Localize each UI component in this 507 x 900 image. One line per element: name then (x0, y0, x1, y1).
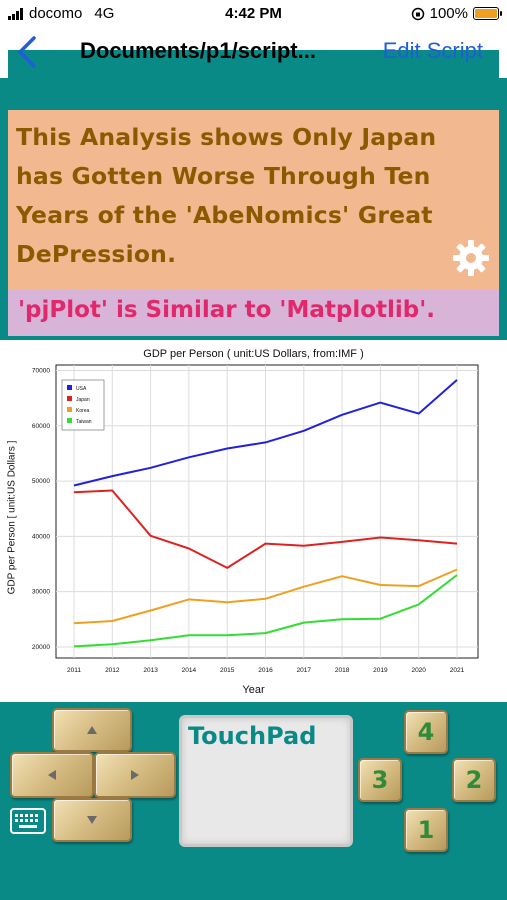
key-4-button[interactable]: 4 (404, 710, 448, 754)
headline-panel: This Analysis shows Only Japan has Gotte… (8, 110, 499, 290)
chart-area: 2011 2012 2013 2014 2015 2016 2017 2018 2019 2020… (0, 340, 507, 702)
status-time: 4:42 PM (225, 5, 282, 22)
y-tick-label: 30000 (32, 589, 50, 596)
legend-label: Taiwan (76, 419, 92, 425)
legend-label: Korea (76, 408, 90, 414)
legend-swatch (67, 407, 72, 412)
x-tick-label: 2020 (411, 667, 426, 674)
x-tick-label: 2013 (143, 667, 158, 674)
y-tick-label: 60000 (32, 423, 50, 430)
x-tick-label: 2019 (373, 667, 388, 674)
x-tick-label: 2014 (182, 667, 197, 674)
y-tick-label: 20000 (32, 644, 50, 651)
x-tick-label: 2016 (258, 667, 273, 674)
edit-script-button[interactable]: Edit Script (382, 38, 483, 63)
line-chart: 2011 2012 2013 2014 2015 2016 2017 2018 2019 2020… (32, 364, 479, 674)
x-tick-label: 2011 (67, 667, 81, 674)
nav-title: Documents/p1/script... (80, 38, 316, 63)
legend-label: Japan (76, 397, 90, 403)
arrow-down-icon (87, 816, 97, 824)
y-axis-label: GDP per Person [ unit:US Dollars ] (6, 440, 18, 595)
navigation-bar: Documents/p1/script... Edit Script (0, 28, 507, 78)
y-tick-label: 40000 (32, 533, 50, 540)
x-tick-label: 2017 (297, 667, 312, 674)
dpad-left-button[interactable] (10, 752, 94, 798)
arrow-up-icon (87, 726, 97, 734)
series-line-korea (73, 568, 458, 625)
y-tick-label: 50000 (32, 478, 50, 485)
battery-icon (473, 7, 502, 20)
subtitle-text: 'pjPlot' is Similar to 'Matplotlib'. (18, 297, 436, 323)
chart-title: GDP per Person ( unit:US Dollars, from:I… (143, 348, 364, 360)
network-label: 4G (94, 5, 115, 22)
touchpad-label: TouchPad (188, 722, 317, 750)
series-line-taiwan (73, 574, 458, 648)
back-chevron-icon[interactable] (14, 34, 40, 70)
carrier-label: docomo (29, 5, 83, 22)
arrow-right-icon (131, 770, 139, 780)
dpad-up-button[interactable] (52, 708, 132, 752)
orientation-lock-icon (411, 7, 424, 20)
status-left: docomo 4G (8, 5, 114, 22)
dpad-right-button[interactable] (94, 752, 176, 798)
series-line-japan (73, 489, 458, 569)
key-2-label: 2 (465, 766, 483, 794)
key-3-label: 3 (371, 766, 389, 794)
arrow-left-icon (48, 770, 56, 780)
key-1-button[interactable]: 1 (404, 808, 448, 852)
keyboard-icon[interactable] (10, 808, 46, 834)
key-2-button[interactable]: 2 (452, 758, 496, 802)
subtitle-panel: 'pjPlot' is Similar to 'Matplotlib'. (8, 290, 499, 336)
headline-text: This Analysis shows Only Japan has Gotte… (16, 123, 437, 268)
x-tick-label: 2021 (450, 667, 465, 674)
status-bar: docomo 4G 4:42 PM 100% (0, 0, 507, 28)
x-tick-label: 2012 (105, 667, 120, 674)
legend-swatch (67, 418, 72, 423)
status-right: 100% (411, 5, 502, 22)
legend-swatch (67, 396, 72, 401)
touchpad[interactable]: TouchPad (179, 715, 353, 847)
key-4-label: 4 (417, 718, 435, 746)
key-3-button[interactable]: 3 (358, 758, 402, 802)
x-tick-label: 2015 (220, 667, 235, 674)
series-line-usa (73, 379, 458, 487)
battery-label: 100% (429, 5, 468, 22)
plot-frame (55, 364, 479, 659)
legend-label: USA (76, 386, 87, 392)
legend-swatch (67, 385, 72, 390)
signal-icon (8, 7, 23, 20)
x-tick-label: 2018 (335, 667, 350, 674)
dpad-down-button[interactable] (52, 798, 132, 842)
gear-icon[interactable] (451, 238, 491, 278)
y-tick-label: 70000 (32, 368, 50, 375)
key-1-label: 1 (417, 816, 435, 844)
x-axis-label: Year (242, 684, 265, 696)
